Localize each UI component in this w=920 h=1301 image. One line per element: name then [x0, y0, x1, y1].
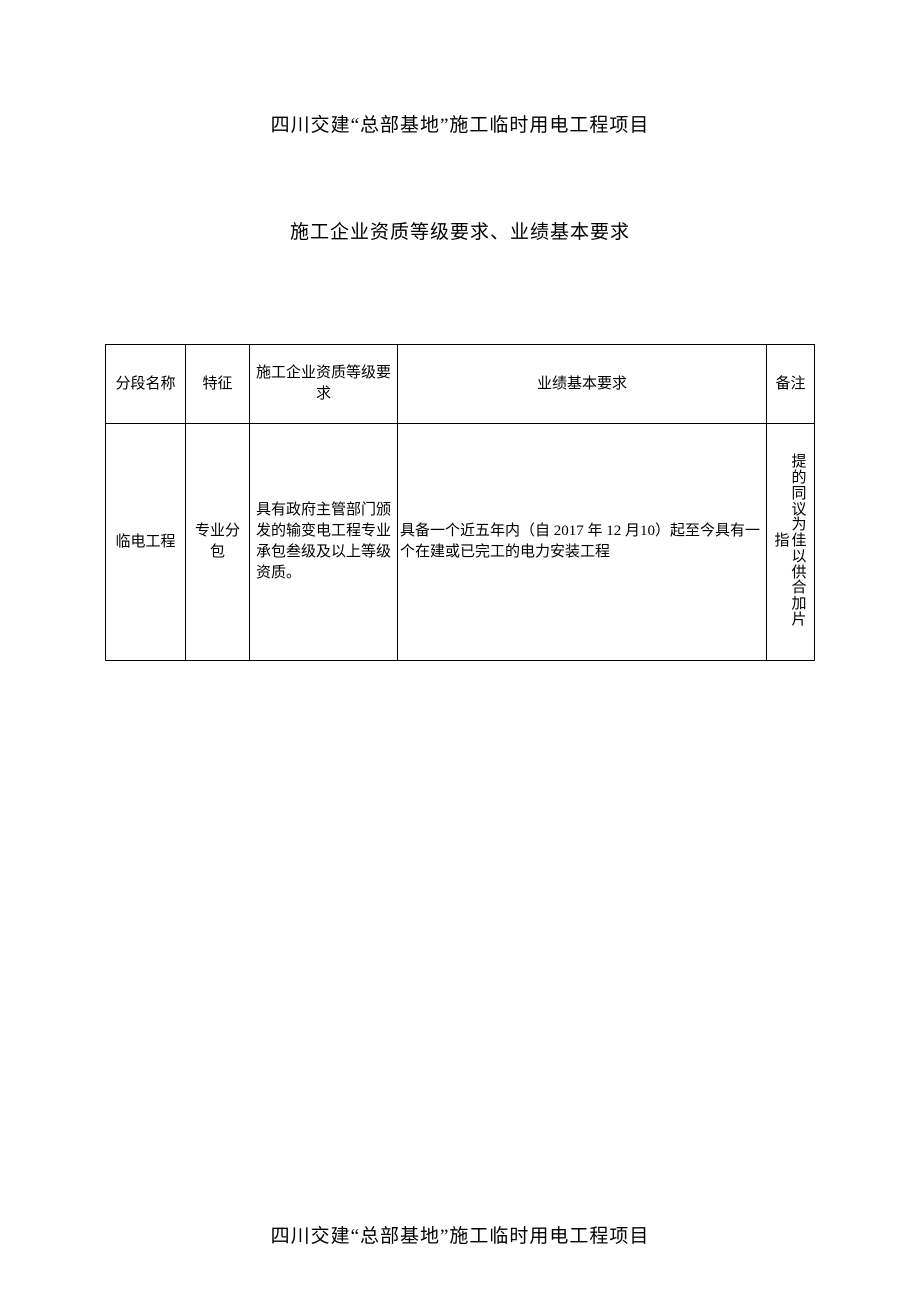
- th-feature: 特征: [186, 345, 250, 424]
- cell-performance: 具备一个近五年内（自 2017 年 12 月10）起至今具有一个在建或已完工的电…: [398, 424, 767, 661]
- cell-feature: 专业分包: [186, 424, 250, 661]
- cell-qualification: 具有政府主管部门颁发的输变电工程专业承包叁级及以上等级资质。: [250, 424, 398, 661]
- cell-segment-name: 临电工程: [106, 424, 186, 661]
- remark-vertical-stack: 指 提的同议为佳以供合加片: [769, 432, 812, 652]
- document-page: 四川交建“总部基地”施工临时用电工程项目 施工企业资质等级要求、业绩基本要求 分…: [0, 0, 920, 1248]
- th-remark: 备注: [767, 345, 815, 424]
- remark-col-right: 提的同议为佳以供合加片: [792, 455, 807, 628]
- title-line-2: 施工企业资质等级要求、业绩基本要求: [105, 217, 815, 244]
- th-segment-name: 分段名称: [106, 345, 186, 424]
- requirements-table: 分段名称 特征 施工企业资质等级要求 业绩基本要求 备注 临电工程 专业分包 具…: [105, 344, 815, 661]
- th-qualification: 施工企业资质等级要求: [250, 345, 398, 424]
- table-header-row: 分段名称 特征 施工企业资质等级要求 业绩基本要求 备注: [106, 345, 815, 424]
- cell-remark: 指 提的同议为佳以供合加片: [767, 424, 815, 661]
- table-row: 临电工程 专业分包 具有政府主管部门颁发的输变电工程专业承包叁级及以上等级资质。…: [106, 424, 815, 661]
- footer-title: 四川交建“总部基地”施工临时用电工程项目: [105, 1221, 815, 1248]
- th-performance: 业绩基本要求: [398, 345, 767, 424]
- remark-col-left: 指: [774, 534, 789, 550]
- title-line-1: 四川交建“总部基地”施工临时用电工程项目: [105, 110, 815, 137]
